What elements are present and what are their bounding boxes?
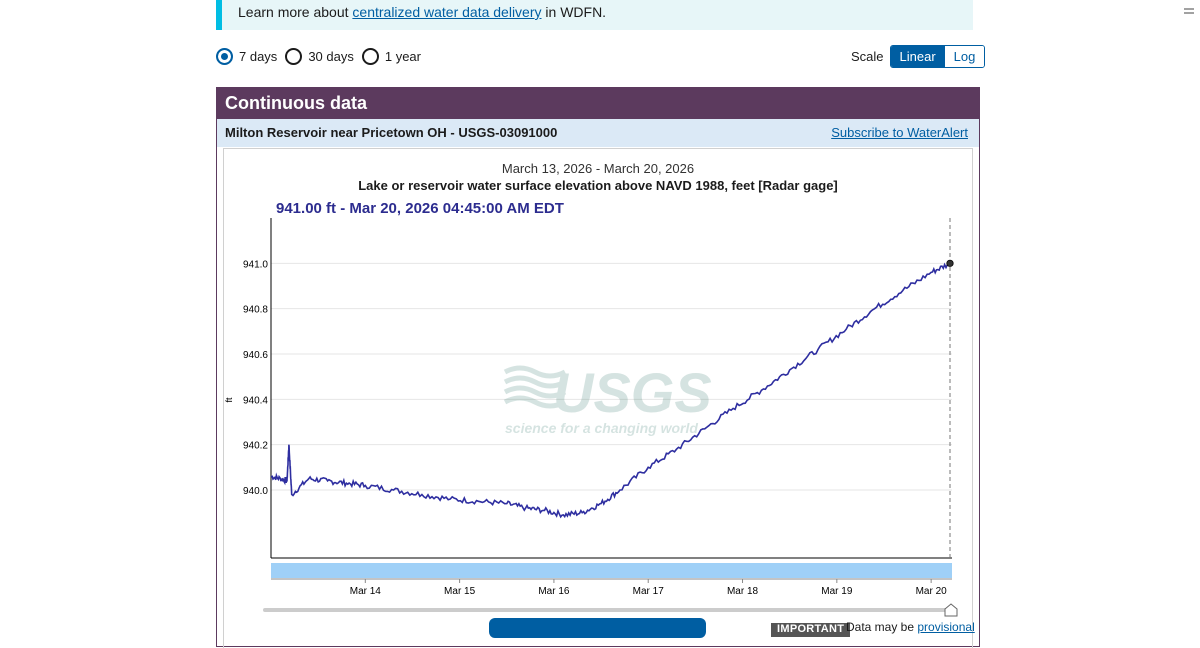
provisional-link[interactable]: provisional xyxy=(917,620,975,634)
chart-titles: March 13, 2026 - March 20, 2026 Lake or … xyxy=(216,160,980,194)
radio-1-year-label[interactable]: 1 year xyxy=(384,49,421,64)
chart-tooltip: 941.00 ft - Mar 20, 2026 04:45:00 AM EDT xyxy=(276,200,564,217)
menu-icon[interactable] xyxy=(1184,6,1194,16)
y-tick-label: 940.0 xyxy=(243,486,268,497)
site-bar: Milton Reservoir near Pricetown OH - USG… xyxy=(217,119,979,147)
subscribe-wateralert-link[interactable]: Subscribe to WaterAlert xyxy=(831,125,968,140)
time-slider-track[interactable] xyxy=(263,608,953,612)
x-tick-label: Mar 15 xyxy=(444,586,476,597)
log-scale-button[interactable]: Log xyxy=(944,46,985,67)
last-point-marker xyxy=(946,259,954,267)
x-tick-label: Mar 16 xyxy=(538,586,570,597)
radio-7-days-circle[interactable] xyxy=(216,48,233,65)
radio-30-days[interactable]: 30 days xyxy=(285,48,354,65)
y-tick-label: 940.8 xyxy=(243,305,268,316)
scale-segmented-control: Linear Log xyxy=(889,45,986,68)
series-line xyxy=(270,262,951,519)
x-tick-label: Mar 18 xyxy=(727,586,759,597)
y-tick-label: 940.4 xyxy=(243,395,268,406)
provisional-text: Data may be xyxy=(846,620,918,634)
scale-toggle: Scale Linear Log xyxy=(851,45,986,68)
x-tick-label: Mar 19 xyxy=(821,586,853,597)
y-axis-label: ft xyxy=(224,397,234,403)
panel-title: Continuous data xyxy=(217,88,979,119)
y-tick-label: 940.6 xyxy=(243,350,268,361)
chart-parameter: Lake or reservoir water surface elevatio… xyxy=(358,178,838,193)
radio-1-year-circle[interactable] xyxy=(361,48,379,65)
chart-date-range: March 13, 2026 - March 20, 2026 xyxy=(501,161,695,176)
watermark-brand: USGS xyxy=(553,361,712,424)
slider-handle-icon[interactable] xyxy=(944,603,958,617)
x-tick-label: Mar 14 xyxy=(350,586,382,597)
chart-frame xyxy=(223,148,973,648)
y-tick-label: 941.0 xyxy=(243,259,268,270)
radio-7-days-label[interactable]: 7 days xyxy=(239,49,278,64)
scale-label: Scale xyxy=(851,49,884,64)
provisional-notice: Data may be provisional xyxy=(846,620,975,634)
centralized-data-link[interactable]: centralized water data delivery xyxy=(352,4,542,20)
x-tick-label: Mar 20 xyxy=(916,586,948,597)
usgs-logo-icon xyxy=(503,365,567,409)
info-notice: Learn more about centralized water data … xyxy=(216,0,973,30)
radio-7-days[interactable]: 7 days xyxy=(216,48,277,65)
notice-suffix: in WDFN. xyxy=(541,4,607,20)
period-radio-group: 7 days 30 days 1 year xyxy=(216,48,429,65)
linear-scale-button[interactable]: Linear xyxy=(890,46,945,67)
brush-range[interactable] xyxy=(271,563,952,578)
site-name: Milton Reservoir near Pricetown OH - USG… xyxy=(225,125,558,140)
radio-30-days-circle[interactable] xyxy=(285,48,303,65)
x-tick-label: Mar 17 xyxy=(633,586,665,597)
usgs-watermark: USGS science for a changing world xyxy=(503,361,712,436)
download-data-button[interactable] xyxy=(489,618,706,638)
y-tick-label: 940.2 xyxy=(243,441,268,452)
y-tick-labels: 940.0 940.2 940.4 940.6 940.8 941.0 xyxy=(243,259,268,497)
notice-prefix: Learn more about xyxy=(238,4,353,20)
x-tick-labels: Mar 14 Mar 15 Mar 16 Mar 17 Mar 18 Mar 19 Mar … xyxy=(350,579,947,597)
important-badge: IMPORTANT xyxy=(771,623,851,637)
watermark-tagline: science for a changing world xyxy=(505,420,698,436)
radio-1-year[interactable]: 1 year xyxy=(361,48,421,65)
radio-30-days-label[interactable]: 30 days xyxy=(308,49,354,64)
hydrograph-chart[interactable]: USGS science for a changing world 940.09… xyxy=(0,0,1200,631)
